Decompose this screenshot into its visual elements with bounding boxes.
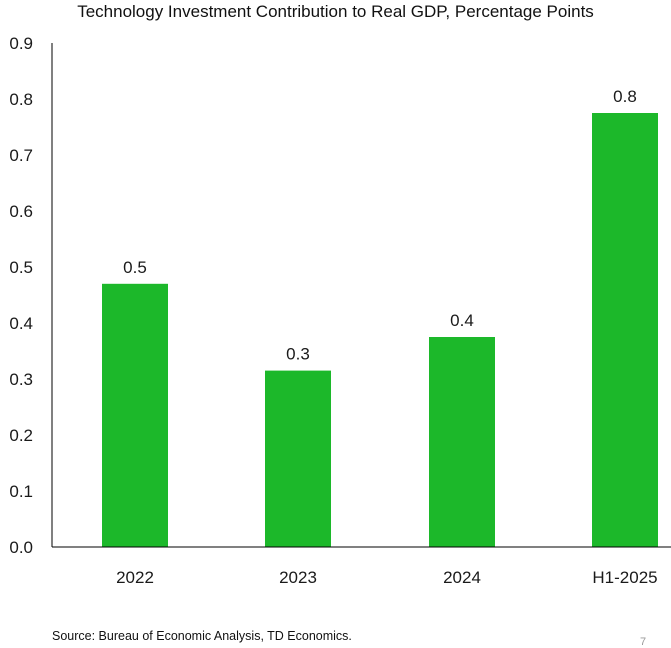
data-label: 0.5 bbox=[123, 258, 147, 277]
y-tick-label: 0.0 bbox=[9, 538, 33, 557]
x-axis: 2022 2023 2024 H1-2025 bbox=[52, 546, 671, 587]
chart-title: Technology Investment Contribution to Re… bbox=[77, 2, 594, 21]
y-tick-label: 0.4 bbox=[9, 314, 33, 333]
y-tick-label: 0.3 bbox=[9, 370, 33, 389]
page-number: 7 bbox=[640, 636, 647, 648]
y-tick-label: 0.8 bbox=[9, 90, 33, 109]
x-tick-label: H1-2025 bbox=[592, 568, 657, 587]
data-labels-group: 0.5 0.3 0.4 0.8 bbox=[123, 87, 637, 364]
y-tick-label: 0.6 bbox=[9, 202, 33, 221]
y-tick-label: 0.2 bbox=[9, 426, 33, 445]
x-tick-label: 2023 bbox=[279, 568, 317, 587]
bar-2024 bbox=[429, 337, 495, 547]
y-tick-label: 0.5 bbox=[9, 258, 33, 277]
bar-h1-2025 bbox=[592, 113, 658, 547]
y-tick-label: 0.9 bbox=[9, 34, 33, 53]
data-label: 0.4 bbox=[450, 311, 474, 330]
x-tick-label: 2024 bbox=[443, 568, 481, 587]
y-tick-label: 0.7 bbox=[9, 146, 33, 165]
data-label: 0.8 bbox=[613, 87, 637, 106]
y-axis: 0.0 0.1 0.2 0.3 0.4 0.5 0.6 0.7 0.8 0.9 bbox=[9, 34, 53, 557]
bar-chart: 0.0 0.1 0.2 0.3 0.4 0.5 0.6 0.7 0.8 0.9 0.5 0.3 0.4… bbox=[9, 34, 671, 587]
y-tick-label: 0.1 bbox=[9, 482, 33, 501]
x-tick-label: 2022 bbox=[116, 568, 154, 587]
data-label: 0.3 bbox=[286, 345, 310, 364]
bars-group bbox=[102, 113, 658, 547]
source-note: Source: Bureau of Economic Analysis, TD … bbox=[52, 629, 352, 643]
bar-2022 bbox=[102, 283, 168, 547]
bar-2023 bbox=[265, 370, 331, 547]
